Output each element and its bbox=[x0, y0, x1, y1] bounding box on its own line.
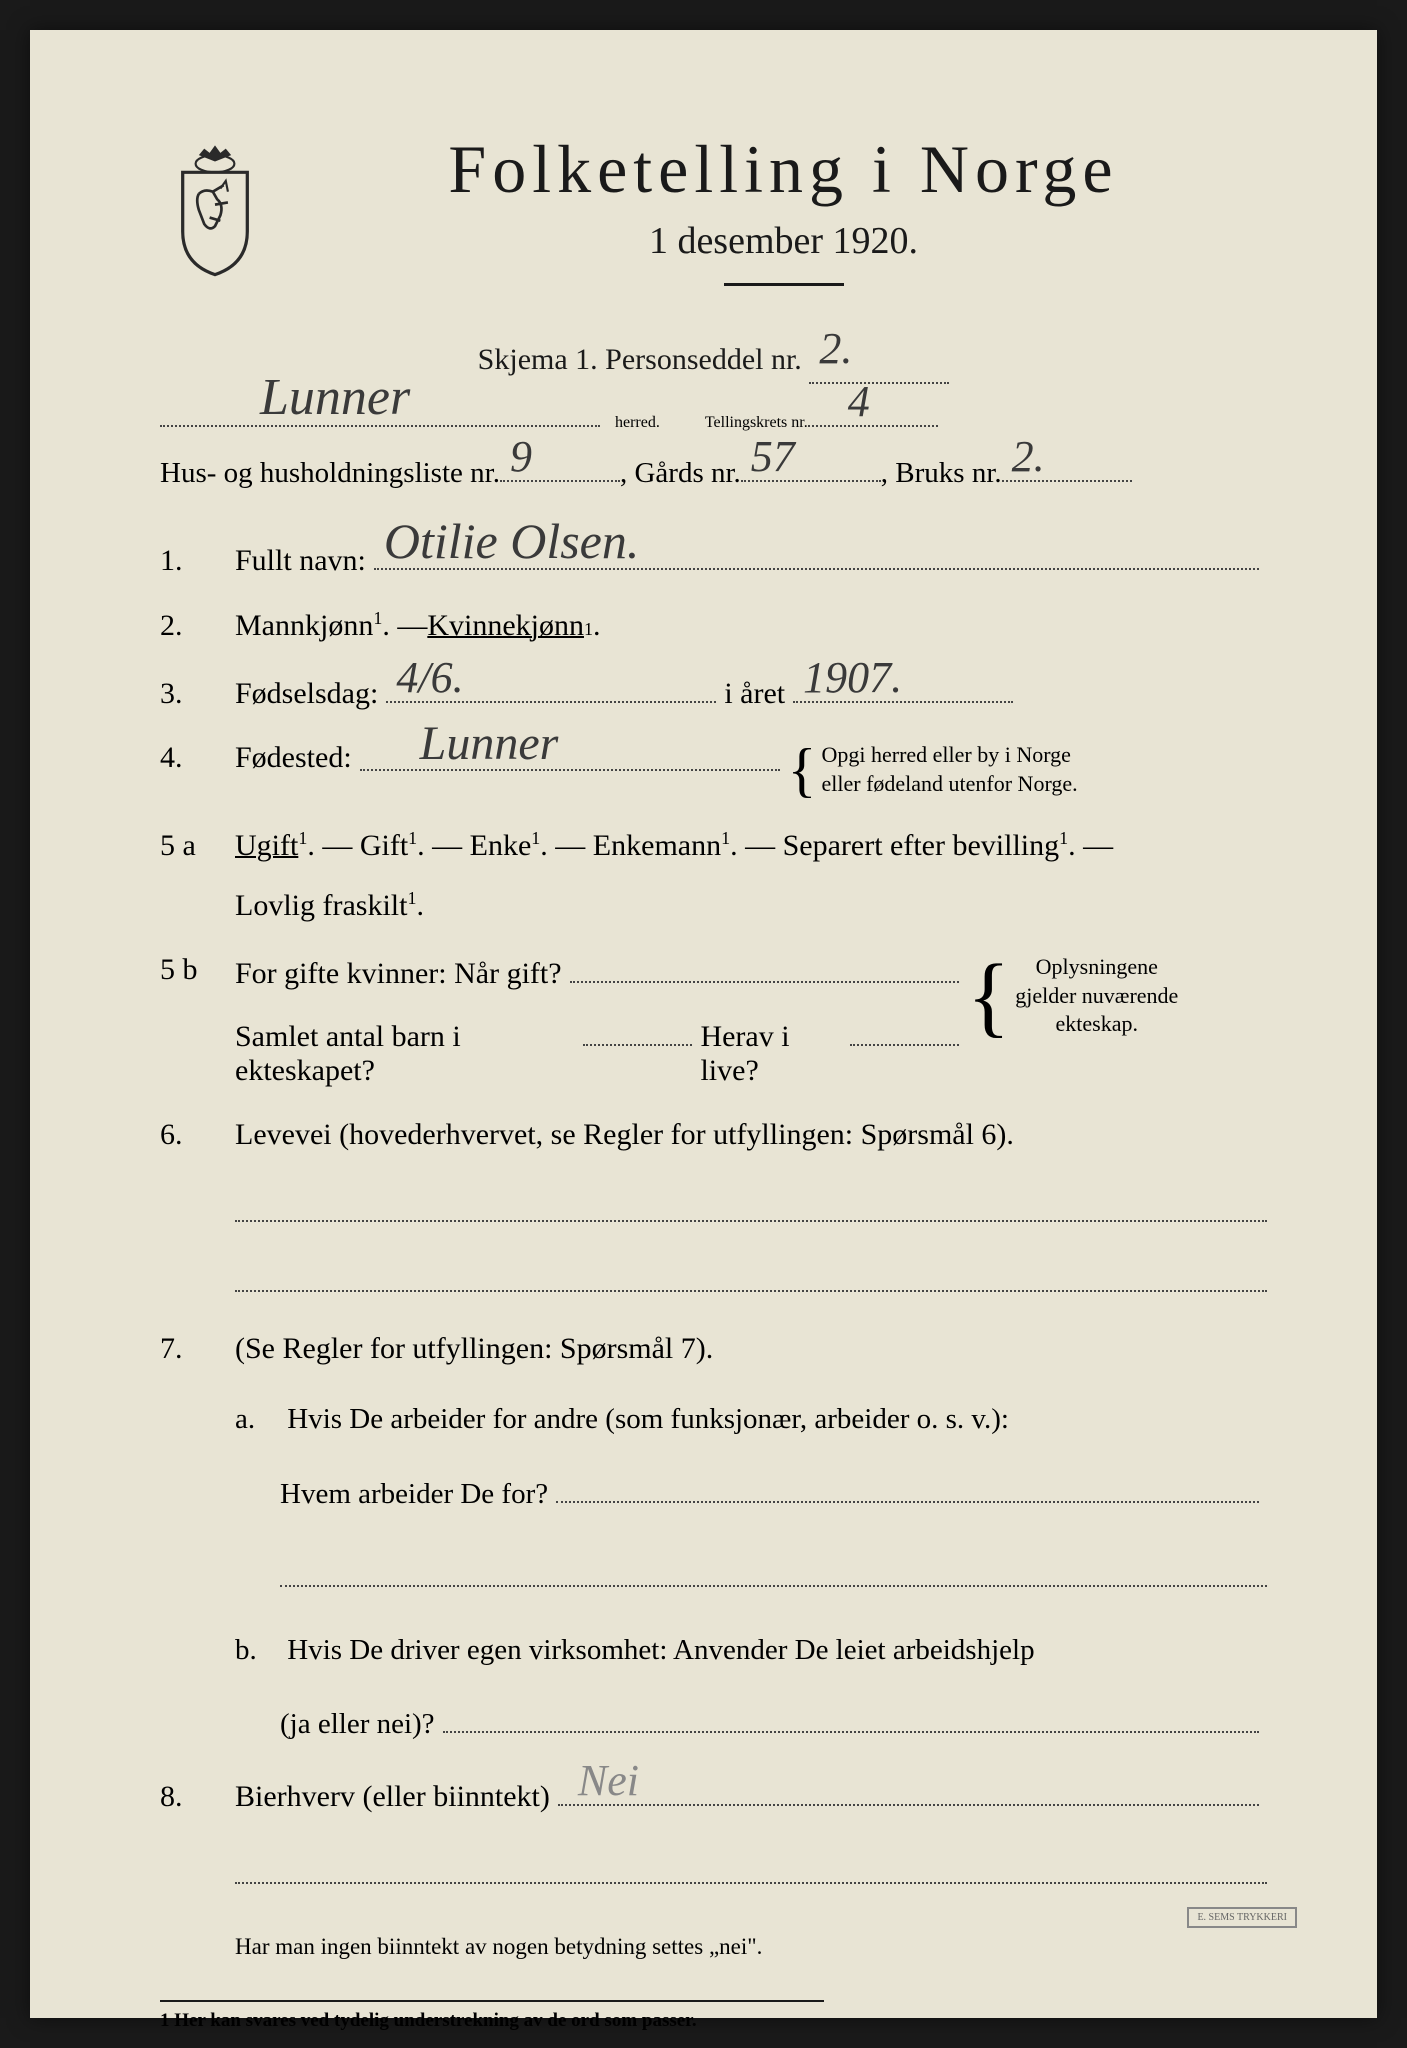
bruks-value: 2. bbox=[1012, 431, 1045, 482]
q6-answer-line bbox=[235, 1192, 1267, 1222]
gards-value: 57 bbox=[751, 431, 795, 482]
municipality-value: Lunner bbox=[260, 368, 410, 427]
footer-note: Har man ingen biinntekt av nogen betydni… bbox=[235, 1934, 1267, 1960]
q5a-num: 5 a bbox=[160, 829, 235, 863]
q5a-fraskilt: Lovlig fraskilt bbox=[235, 889, 407, 922]
birthyear-value: 1907. bbox=[803, 652, 902, 703]
q8-label: Bierhverv (eller biinntekt) bbox=[235, 1780, 550, 1814]
q1-num: 1. bbox=[160, 544, 235, 578]
q7-num: 7. bbox=[160, 1332, 235, 1366]
main-title: Folketelling i Norge bbox=[300, 130, 1267, 209]
q6-answer-line2 bbox=[235, 1262, 1267, 1292]
q2-female: Kvinnekjønn bbox=[427, 609, 584, 643]
q5b-label-c: Herav i live? bbox=[700, 1020, 841, 1088]
header: Folketelling i Norge 1 desember 1920. bbox=[160, 130, 1267, 326]
personseddel-value: 2. bbox=[819, 314, 852, 384]
q8-answer-line bbox=[235, 1854, 1267, 1884]
q3-label: Fødselsdag: bbox=[235, 677, 378, 711]
title-divider bbox=[724, 283, 844, 286]
q7b-row: b. Hvis De driver egen virksomhet: Anven… bbox=[235, 1627, 1267, 1673]
q8-row: 8. Bierhverv (eller biinntekt) Nei bbox=[160, 1776, 1267, 1814]
birthdate-value: 4/6. bbox=[396, 652, 463, 703]
hus-prefix: Hus- og husholdningsliste nr. bbox=[160, 457, 500, 490]
q5a-ugift: Ugift bbox=[235, 829, 298, 862]
printer-stamp: E. SEMS TRYKKERI bbox=[1187, 1907, 1297, 1928]
bruks-label: , Bruks nr. bbox=[881, 457, 1002, 490]
subtitle: 1 desember 1920. bbox=[300, 219, 1267, 263]
q6-text: Levevei (hovederhvervet, se Regler for u… bbox=[235, 1118, 1014, 1152]
q5b-num: 5 b bbox=[160, 953, 235, 987]
q2-male: Mannkjønn1. — bbox=[235, 608, 427, 643]
q5a-row: 5 a Ugift1. — Gift1. — Enke1. — Enkemann… bbox=[160, 828, 1267, 923]
q5b-label-b: Samlet antal barn i ekteskapet? bbox=[235, 1020, 575, 1088]
q7b-label: b. bbox=[235, 1627, 280, 1673]
brace-icon: { bbox=[788, 755, 817, 785]
liste-value: 9 bbox=[510, 431, 532, 482]
title-block: Folketelling i Norge 1 desember 1920. bbox=[300, 130, 1267, 326]
q4-num: 4. bbox=[160, 741, 235, 775]
q7a-row: a. Hvis De arbeider for andre (som funks… bbox=[235, 1396, 1267, 1442]
q3-row: 3. Fødselsdag: 4/6. i året 1907. bbox=[160, 673, 1267, 711]
bierhverv-value: Nei bbox=[578, 1755, 639, 1806]
tellingskrets-value: 4 bbox=[848, 376, 870, 427]
q7b-text2: (ja eller nei)? bbox=[280, 1701, 435, 1747]
q4-row: 4. Fødested: Lunner { Opgi herred eller … bbox=[160, 741, 1267, 798]
q7a-text1: Hvis De arbeider for andre (som funksjon… bbox=[287, 1403, 1009, 1435]
q5a-enke: Enke bbox=[470, 829, 532, 862]
q7-header: (Se Regler for utfyllingen: Spørsmål 7). bbox=[235, 1332, 713, 1366]
q6-num: 6. bbox=[160, 1118, 235, 1152]
q1-row: 1. Fullt navn: Otilie Olsen. bbox=[160, 540, 1267, 578]
q3-num: 3. bbox=[160, 677, 235, 711]
tellingskrets-label: Tellingskrets nr. bbox=[705, 414, 808, 432]
q6-row: 6. Levevei (hovederhvervet, se Regler fo… bbox=[160, 1118, 1267, 1152]
q7b-row2: (ja eller nei)? bbox=[280, 1701, 1267, 1747]
q4-label: Fødested: bbox=[235, 741, 352, 775]
herred-line: Lunner herred. Tellingskrets nr. 4 bbox=[160, 414, 1267, 432]
q7a-answer-line bbox=[280, 1557, 1267, 1587]
q4-note: { Opgi herred eller by i Norge eller fød… bbox=[788, 741, 1088, 798]
q7a-label: a. bbox=[235, 1396, 280, 1442]
q3-mid: i året bbox=[724, 677, 785, 711]
q5a-enkemann: Enkemann bbox=[593, 829, 721, 862]
brace-icon: { bbox=[967, 974, 1010, 1019]
q5b-note: { Oplysningene gjelder nuværende ekteska… bbox=[967, 953, 1267, 1039]
q5b-row: 5 b For gifte kvinner: Når gift? Samlet … bbox=[160, 953, 1267, 1088]
q1-label: Fullt navn: bbox=[235, 544, 366, 578]
skjema-label: Skjema 1. Personseddel nr. bbox=[478, 343, 802, 376]
birthplace-value: Lunner bbox=[420, 716, 559, 771]
q7-row: 7. (Se Regler for utfyllingen: Spørsmål … bbox=[160, 1332, 1267, 1366]
q7a-text2: Hvem arbeider De for? bbox=[280, 1471, 548, 1517]
q5a-separert: Separert efter bevilling bbox=[783, 829, 1060, 862]
document-page: Folketelling i Norge 1 desember 1920. Sk… bbox=[30, 30, 1377, 2018]
coat-of-arms-icon bbox=[160, 140, 270, 280]
q7b-text1: Hvis De driver egen virksomhet: Anvender… bbox=[287, 1634, 1034, 1666]
q5b-label-a: For gifte kvinner: Når gift? bbox=[235, 957, 562, 991]
q7a-row2: Hvem arbeider De for? bbox=[280, 1471, 1267, 1517]
herred-label: herred. bbox=[615, 414, 660, 432]
fullname-value: Otilie Olsen. bbox=[384, 512, 640, 570]
footnote: 1 Her kan svares ved tydelig understrekn… bbox=[160, 2000, 824, 2032]
gards-label: , Gårds nr. bbox=[620, 457, 741, 490]
hus-line: Hus- og husholdningsliste nr. 9 , Gårds … bbox=[160, 457, 1267, 490]
q8-num: 8. bbox=[160, 1780, 235, 1814]
q5a-gift: Gift bbox=[360, 829, 408, 862]
q2-num: 2. bbox=[160, 609, 235, 643]
q2-row: 2. Mannkjønn1. — Kvinnekjønn1. bbox=[160, 608, 1267, 643]
